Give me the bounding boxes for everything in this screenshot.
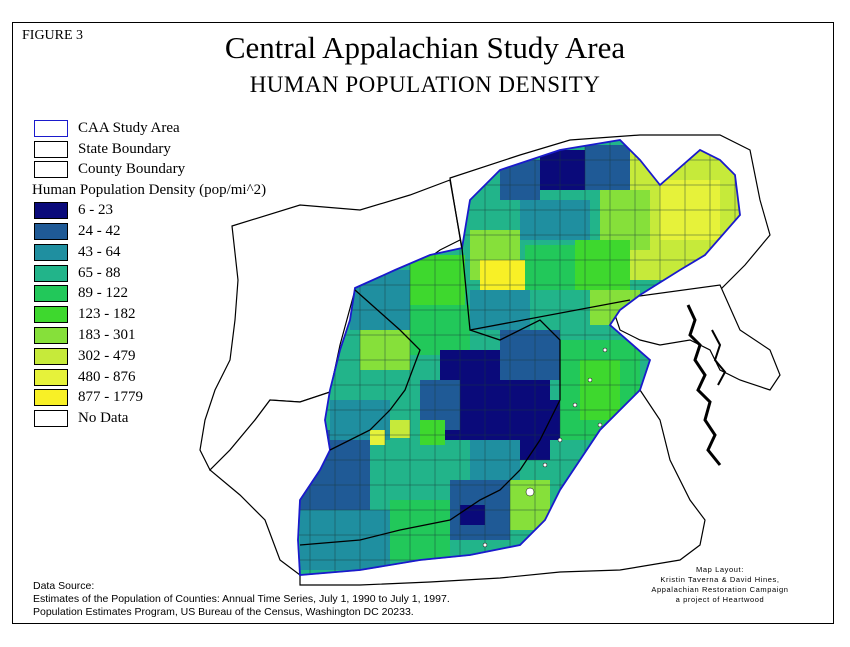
source-line: Population Estimates Program, US Bureau … xyxy=(33,606,414,618)
legend-item-study-area: CAA Study Area xyxy=(34,118,266,139)
legend-swatch xyxy=(34,119,68,137)
legend-swatch xyxy=(34,264,68,282)
legend-label: 302 - 479 xyxy=(78,347,136,364)
legend-item-density: 89 - 122 xyxy=(34,284,266,305)
study-area-boundary xyxy=(297,139,741,576)
legend-swatch xyxy=(34,202,68,220)
legend-item-density: 480 - 876 xyxy=(34,367,266,388)
legend-label: CAA Study Area xyxy=(78,119,180,136)
legend-label: 877 - 1779 xyxy=(78,389,143,406)
legend-swatch xyxy=(34,285,68,303)
legend-item-density: 6 - 23 xyxy=(34,200,266,221)
legend-item-density: 183 - 301 xyxy=(34,325,266,346)
legend-swatch xyxy=(34,410,68,428)
legend-item-density: 43 - 64 xyxy=(34,242,266,263)
credit-line: Appalachian Restoration Campaign xyxy=(651,585,789,594)
legend-swatch xyxy=(34,243,68,261)
legend-item-county-boundary: County Boundary xyxy=(34,160,266,181)
map-title: Central Appalachian Study Area xyxy=(224,30,626,65)
legend-swatch xyxy=(34,327,68,345)
source-line: Estimates of the Population of Counties:… xyxy=(33,593,450,605)
legend-heading: Human Population Density (pop/mi^2) xyxy=(32,182,267,199)
legend-item-density: 65 - 88 xyxy=(34,263,266,284)
legend-swatch xyxy=(34,368,68,386)
legend-label: 65 - 88 xyxy=(78,264,121,281)
map-legend: CAA Study Area State Boundary County Bou… xyxy=(32,118,267,429)
layout-credit: Map Layout: Kristin Taverna & David Hine… xyxy=(620,565,820,605)
credit-line: a project of Heartwood xyxy=(675,595,765,604)
legend-item-density: 24 - 42 xyxy=(34,221,266,242)
legend-label: 24 - 42 xyxy=(78,223,121,240)
legend-swatch xyxy=(34,140,68,158)
legend-classes: 6 - 23 24 - 42 43 - 64 65 - 88 89 - 122 123 -… xyxy=(34,200,266,429)
legend-swatch xyxy=(34,161,68,179)
map-subtitle: HUMAN POPULATION DENSITY xyxy=(249,72,601,97)
legend-item-density: No Data xyxy=(34,408,266,429)
legend-label: State Boundary xyxy=(78,140,171,157)
data-source: Data Source: Estimates of the Population… xyxy=(33,580,450,619)
legend-label: 480 - 876 xyxy=(78,368,136,385)
legend-swatch xyxy=(34,223,68,241)
legend-label: 89 - 122 xyxy=(78,285,128,302)
legend-swatch xyxy=(34,347,68,365)
internal-state-boundaries xyxy=(299,179,631,546)
legend-label: 183 - 301 xyxy=(78,327,136,344)
credit-line: Kristin Taverna & David Hines, xyxy=(660,575,780,584)
legend-label: County Boundary xyxy=(78,161,186,178)
source-line: Data Source: xyxy=(33,580,95,592)
chesapeake-bay xyxy=(686,304,722,466)
legend-swatch xyxy=(34,306,68,324)
legend-label: No Data xyxy=(78,410,129,427)
credit-line: Map Layout: xyxy=(696,565,744,574)
legend-item-state-boundary: State Boundary xyxy=(34,139,266,160)
legend-item-density: 123 - 182 xyxy=(34,304,266,325)
legend-swatch xyxy=(34,389,68,407)
legend-label: 123 - 182 xyxy=(78,306,136,323)
figure-label: FIGURE 3 xyxy=(22,28,84,43)
legend-item-density: 302 - 479 xyxy=(34,346,266,367)
legend-label: 6 - 23 xyxy=(78,202,113,219)
legend-label: 43 - 64 xyxy=(78,243,121,260)
city-markers xyxy=(482,347,608,548)
legend-item-density: 877 - 1779 xyxy=(34,388,266,409)
